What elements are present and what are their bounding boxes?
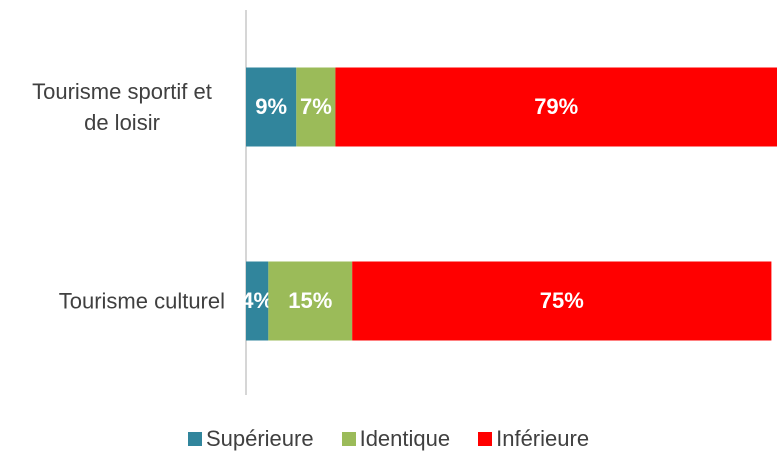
value-label: 15%	[288, 288, 332, 313]
chart: 9% 7% 79% 4% 15% 75%	[241, 10, 777, 395]
legend-item: Inférieure	[478, 426, 589, 452]
bar-segment	[352, 261, 772, 341]
bar-segment	[268, 261, 353, 341]
bar-segment	[335, 67, 777, 147]
legend-item: Identique	[341, 426, 451, 452]
category-label: Tourisme culturel	[58, 288, 225, 314]
bar-segment	[246, 67, 297, 147]
category-label: Tourisme sportif et de loisir	[32, 79, 212, 135]
legend-label: Supérieure	[205, 426, 314, 451]
bar-segment	[246, 261, 269, 341]
value-label: 7%	[300, 94, 332, 119]
legend-label: Inférieure	[496, 426, 590, 451]
legend-swatch	[478, 432, 493, 446]
legend-swatch	[187, 432, 202, 446]
legend-swatch	[341, 432, 356, 446]
legend-label: Identique	[359, 426, 451, 451]
value-label: 79%	[534, 94, 578, 119]
value-label: 75%	[540, 288, 584, 313]
legend-item: Supérieure	[187, 426, 314, 452]
legend: Supérieure Identique Inférieure	[0, 426, 777, 452]
value-label: 4%	[241, 288, 273, 313]
bar-segment	[296, 67, 336, 147]
value-label: 9%	[255, 94, 287, 119]
